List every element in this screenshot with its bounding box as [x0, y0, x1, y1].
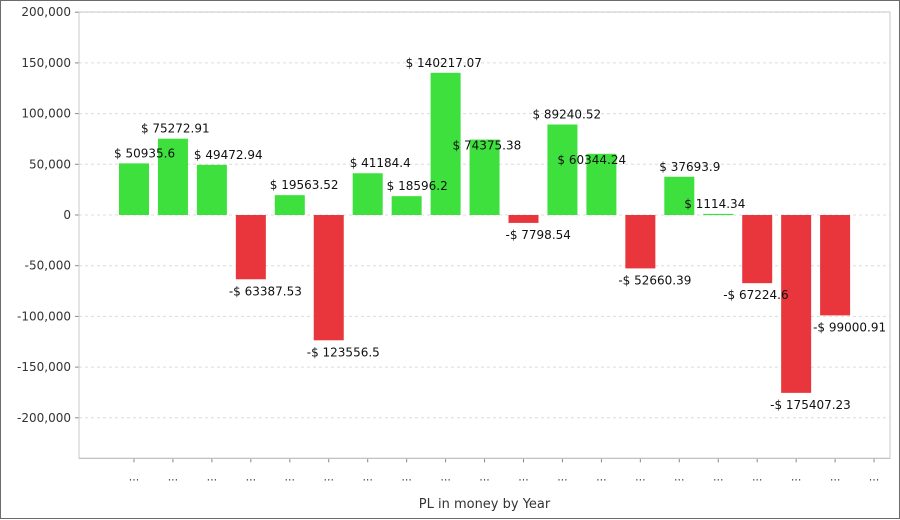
data-label: -$ 67224.6 [723, 288, 788, 302]
x-category-label: ... [207, 470, 218, 483]
data-label: $ 74375.38 [453, 139, 522, 153]
y-tick-label: -50,000 [25, 259, 71, 273]
x-category-label: ... [479, 470, 490, 483]
x-category-label: ... [869, 470, 880, 483]
bar [119, 163, 149, 215]
bar [547, 124, 578, 215]
bar [586, 153, 617, 215]
plot-border [78, 11, 891, 459]
bar [196, 164, 227, 215]
bar [313, 215, 344, 341]
y-tick-label: 50,000 [29, 157, 71, 171]
x-category-label: ... [129, 470, 140, 483]
data-label: -$ 7798.54 [506, 228, 571, 242]
data-label: -$ 99000.91 [813, 320, 886, 334]
x-category-label: ... [557, 470, 568, 483]
bar [157, 138, 188, 215]
x-category-label: ... [713, 470, 724, 483]
data-labels: $ 50935.6 $ 75272.91 $ 49472.94 -$ 63387.53… [114, 56, 886, 412]
y-tick-label: 150,000 [21, 56, 71, 70]
x-category-label: ... [830, 470, 841, 483]
data-label: $ 18596.2 [387, 179, 448, 193]
y-tick-label: -150,000 [17, 360, 71, 374]
x-category-label: ... [168, 470, 179, 483]
x-category-label: ... [674, 470, 685, 483]
x-category-label: ... [401, 470, 412, 483]
y-tick-label: -200,000 [17, 411, 71, 425]
data-label: $ 41184.4 [350, 156, 411, 170]
bar [664, 176, 695, 215]
bar [625, 215, 656, 269]
bar [352, 173, 383, 215]
y-axis-ticks: 200,000 150,000 100,000 50,000 0 -50,000 -100,… [17, 5, 79, 425]
x-category-label: ... [752, 470, 763, 483]
x-category-label: ... [596, 470, 607, 483]
y-tick-label: 200,000 [21, 5, 71, 19]
bar [781, 215, 812, 393]
y-tick-label: -100,000 [17, 309, 71, 323]
data-label: $ 140217.07 [406, 56, 482, 70]
data-label: $ 1114.34 [684, 197, 745, 211]
x-category-label: ... [246, 470, 257, 483]
x-axis-title: PL in money by Year [419, 497, 551, 512]
bars [119, 72, 851, 393]
y-tick-label: 100,000 [21, 107, 71, 121]
bar [820, 215, 851, 316]
x-axis-categories: ........................................… [129, 458, 880, 483]
data-label: $ 89240.52 [532, 108, 601, 122]
x-category-label: ... [518, 470, 529, 483]
x-category-label: ... [791, 470, 802, 483]
bar [742, 215, 773, 284]
data-label: $ 75272.91 [141, 122, 210, 136]
data-label: -$ 175407.23 [770, 398, 851, 412]
data-label: -$ 123556.5 [307, 345, 380, 359]
data-label: $ 19563.52 [270, 178, 339, 192]
x-category-label: ... [440, 470, 451, 483]
bar [235, 215, 266, 280]
x-category-label: ... [285, 470, 296, 483]
data-label: $ 50935.6 [114, 146, 175, 160]
bar [703, 213, 734, 216]
y-tick-label: 0 [63, 208, 71, 222]
data-label: $ 60344.24 [557, 153, 626, 167]
x-category-label: ... [635, 470, 646, 483]
x-category-label: ... [324, 470, 335, 483]
bar [391, 196, 422, 215]
bar [274, 195, 305, 215]
data-label: -$ 63387.53 [229, 284, 302, 298]
data-label: -$ 52660.39 [618, 273, 691, 287]
bar [508, 215, 539, 223]
x-category-label: ... [362, 470, 373, 483]
data-label: $ 49472.94 [194, 148, 263, 162]
bar [430, 72, 461, 216]
data-label: $ 37693.9 [659, 160, 720, 174]
bar [469, 139, 500, 215]
